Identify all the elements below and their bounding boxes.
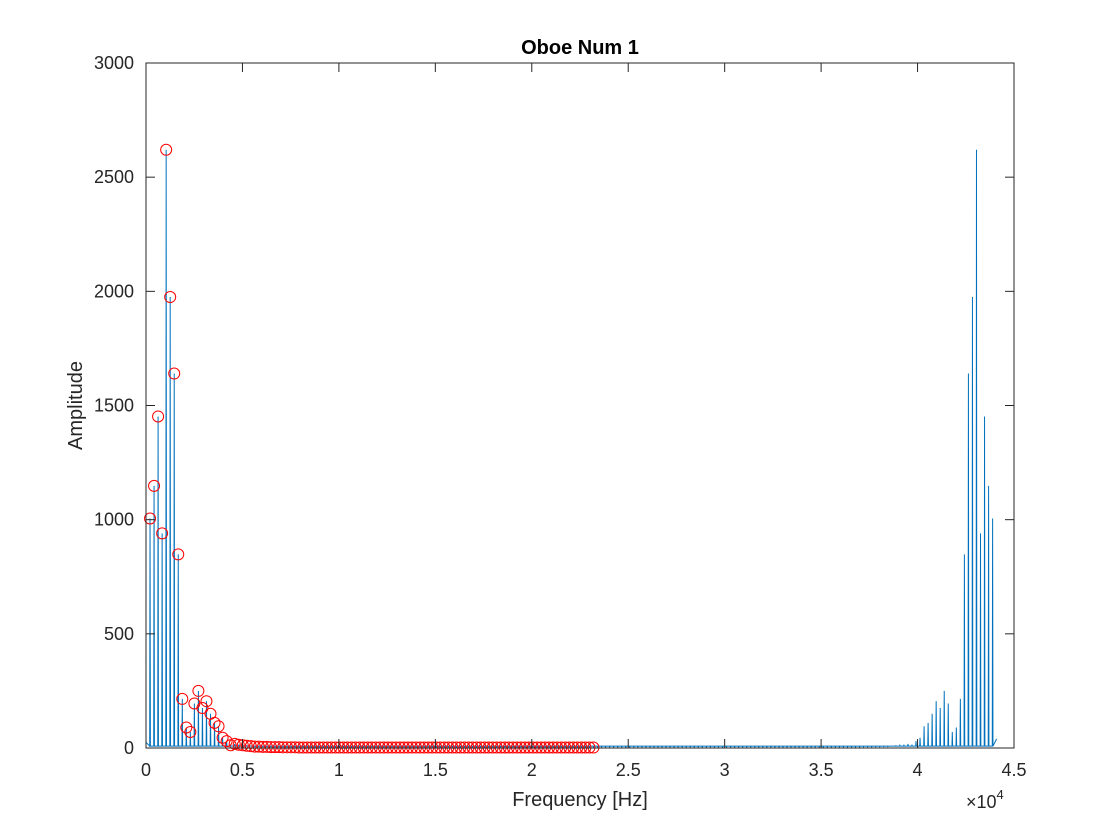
x-axis-label: Frequency [Hz] xyxy=(512,789,648,811)
peak-marker xyxy=(277,741,290,754)
peak-marker xyxy=(156,527,169,540)
peak-marker xyxy=(180,721,193,734)
y-tick-label: 1000 xyxy=(94,510,134,530)
x-tick-label: 1 xyxy=(334,760,344,780)
peak-marker xyxy=(164,291,177,304)
peak-marker xyxy=(244,740,257,753)
peak-marker xyxy=(256,740,269,753)
x-axis-exponent-label: ×104 xyxy=(966,787,1004,812)
peak-marker xyxy=(289,741,302,754)
y-tick-label: 2500 xyxy=(94,167,134,187)
chart-title: Oboe Num 1 xyxy=(521,37,639,59)
peak-marker xyxy=(285,741,298,754)
y-axis: 0 500 1000 1500 2000 2500 3000 xyxy=(94,53,1014,758)
x-exponent-power: 4 xyxy=(997,787,1004,802)
peak-marker xyxy=(216,731,229,744)
peak-marker xyxy=(240,739,253,752)
peak-marker xyxy=(184,726,197,739)
y-axis-label: Amplitude xyxy=(65,361,87,450)
peak-marker xyxy=(273,741,286,754)
axes-background xyxy=(146,63,1014,748)
peak-marker xyxy=(176,692,189,705)
peak-marker xyxy=(192,684,205,697)
peak-marker xyxy=(232,738,245,751)
peak-marker xyxy=(248,740,261,753)
x-tick-label: 2 xyxy=(527,760,537,780)
x-tick-label: 3 xyxy=(720,760,730,780)
x-tick-label: 4.5 xyxy=(1001,760,1026,780)
peak-marker xyxy=(281,741,294,754)
x-tick-label: 4 xyxy=(913,760,923,780)
x-tick-label: 1.5 xyxy=(423,760,448,780)
peak-marker xyxy=(160,143,173,156)
y-tick-label: 2000 xyxy=(94,281,134,301)
peak-marker xyxy=(212,720,225,733)
x-tick-label: 0 xyxy=(141,760,151,780)
x-exponent-base: ×10 xyxy=(966,792,997,812)
peak-marker xyxy=(168,367,181,380)
peak-marker xyxy=(152,410,165,423)
peak-marker xyxy=(208,716,221,729)
peak-marker xyxy=(220,735,233,748)
y-tick-label: 500 xyxy=(104,624,134,644)
peak-marker xyxy=(200,695,213,708)
x-axis: 0 0.5 1 1.5 2 2.5 3 3.5 4 4.5 xyxy=(141,63,1027,780)
x-tick-label: 0.5 xyxy=(230,760,255,780)
peak-marker xyxy=(144,512,157,525)
peak-marker xyxy=(260,740,273,753)
peak-marker xyxy=(172,548,185,561)
x-tick-label: 3.5 xyxy=(809,760,834,780)
peak-marker xyxy=(196,702,209,715)
y-tick-label: 1500 xyxy=(94,396,134,416)
peak-marker xyxy=(264,741,277,754)
peak-marker xyxy=(269,741,282,754)
y-tick-label: 0 xyxy=(124,738,134,758)
x-tick-label: 2.5 xyxy=(616,760,641,780)
y-tick-label: 3000 xyxy=(94,53,134,73)
peak-marker xyxy=(148,479,161,492)
peak-marker xyxy=(252,740,265,753)
peak-marker xyxy=(228,737,241,750)
